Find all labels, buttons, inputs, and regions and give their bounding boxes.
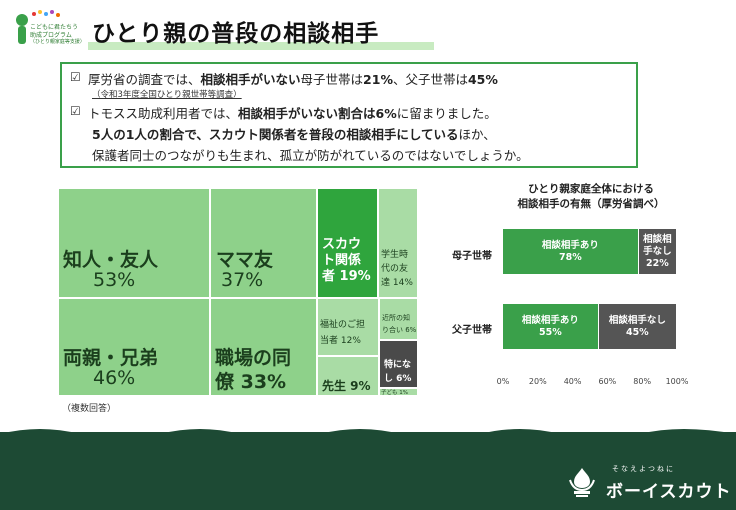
treemap: 知人・友人 53% ママ友 37% スカウ ト関係 者 19% 学生時 代の友 … [58, 188, 418, 396]
x-tick-label: 80% [633, 377, 652, 386]
bar-data-label: 相談相手あり [541, 239, 599, 251]
bar-data-label: 45% [625, 326, 649, 338]
bar-data-label: 相談相手なし [608, 314, 666, 326]
treemap-cell-scout: スカウ ト関係 者 19% [317, 188, 378, 298]
chart-title-line2: 相談相手の有無（厚労省調べ） [517, 198, 665, 210]
checkbox-icon: ☑ [70, 70, 81, 84]
page-title: ひとり親の普段の相談相手 [92, 21, 380, 47]
treemap-cell-neighbor: 近所の知 り合い 6% [379, 298, 418, 340]
program-logo-icon [16, 10, 60, 44]
x-tick-label: 60% [598, 377, 617, 386]
info-box: ☑ 厚労省の調査では、相談相手がいない母子世帯は21%、父子世帯は45% （令和… [60, 62, 638, 168]
treemap-cell-friends: 知人・友人 53% [58, 188, 210, 298]
info-line-3: 5人の1人の割合で、スカウト関係者を普段の相談相手にしているほか、 [92, 127, 496, 142]
category-label-father: 父子世帯 [452, 325, 492, 336]
info-line-1: 厚労省の調査では、相談相手がいない母子世帯は21%、父子世帯は45% [88, 72, 498, 87]
bar-data-label: 相談相手なし [643, 233, 672, 257]
checkbox-icon: ☑ [70, 104, 81, 118]
treemap-cell-parents: 両親・兄弟 46% [58, 298, 210, 396]
bar-segment: 相談相手なし 22% [638, 229, 677, 274]
info-line-4: 保護者同士のつながりも生まれ、孤立が防がれているのではないでしょうか。 [92, 148, 529, 163]
chart-title-line1: ひとり親家庭全体における [528, 183, 654, 195]
bar-data-label: 相談相手あり [521, 314, 579, 326]
bar-data-label: 78% [558, 251, 582, 263]
x-tick-label: 20% [528, 377, 547, 386]
treemap-cell-school: 学生時 代の友 達 14% [378, 188, 418, 298]
logo-line2: 助成プログラム [30, 32, 72, 39]
treemap-note: （複数回答） [62, 404, 117, 414]
info-line-2: トモスス助成利用者では、相談相手がいない割合は6%に留まりました。 [88, 106, 497, 121]
title-underline [88, 42, 434, 50]
bar-segment: 相談相手なし 45% [598, 304, 677, 349]
footer [0, 432, 736, 510]
x-tick-label: 100% [665, 377, 689, 386]
footer-org-name: ボーイスカウト [606, 482, 732, 502]
treemap-cell-none: 特にな し 6% [379, 340, 418, 388]
treemap-cell-work: 職場の同 僚 33% [210, 298, 317, 396]
category-label-mother: 母子世帯 [452, 251, 492, 262]
logo-line3: （ひとり親家庭等支援） [30, 39, 85, 45]
boy-scout-emblem-icon [569, 468, 595, 497]
bar-segment: 相談相手あり 55% [503, 304, 599, 349]
x-tick-label: 40% [563, 377, 582, 386]
treemap-cell-child: 子ども 1% [379, 388, 418, 396]
treemap-cell-teacher: 先生 9% [317, 356, 379, 396]
treemap-cell-moms: ママ友 37% [210, 188, 317, 298]
logo-line1: こどもに君たちう [30, 24, 79, 31]
bar-segment: 相談相手あり 78% [503, 229, 639, 274]
treemap-cell-welfare: 福祉のご担 当者 12% [317, 298, 379, 356]
x-tick-label: 0% [496, 377, 510, 386]
bar-data-label: 22% [645, 257, 669, 269]
bar-data-label: 55% [538, 326, 562, 338]
info-source: （令和3年度全国ひとり親世帯等調査） [92, 90, 242, 100]
chart-title: ひとり親家庭全体における 相談相手の有無（厚労省調べ） [486, 182, 696, 212]
footer-motto: そなえよつねに [612, 465, 675, 473]
